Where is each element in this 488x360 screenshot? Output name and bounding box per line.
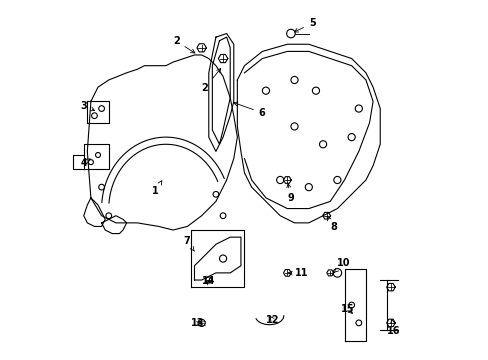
Text: 13: 13: [190, 319, 204, 328]
Text: 2: 2: [173, 36, 195, 53]
Text: 1: 1: [151, 181, 162, 196]
Text: 9: 9: [286, 184, 293, 203]
Text: 14: 14: [201, 276, 215, 285]
Text: 2: 2: [201, 68, 220, 93]
Text: 3: 3: [80, 100, 95, 111]
Text: 4: 4: [80, 158, 90, 168]
Text: 15: 15: [340, 304, 354, 314]
Text: 12: 12: [265, 315, 279, 325]
Text: 8: 8: [326, 216, 336, 232]
Text: 6: 6: [233, 102, 265, 118]
Text: 11: 11: [288, 269, 307, 278]
Text: 7: 7: [183, 236, 194, 251]
Text: 10: 10: [333, 258, 350, 273]
Text: 5: 5: [294, 18, 315, 32]
Text: 16: 16: [386, 319, 400, 336]
